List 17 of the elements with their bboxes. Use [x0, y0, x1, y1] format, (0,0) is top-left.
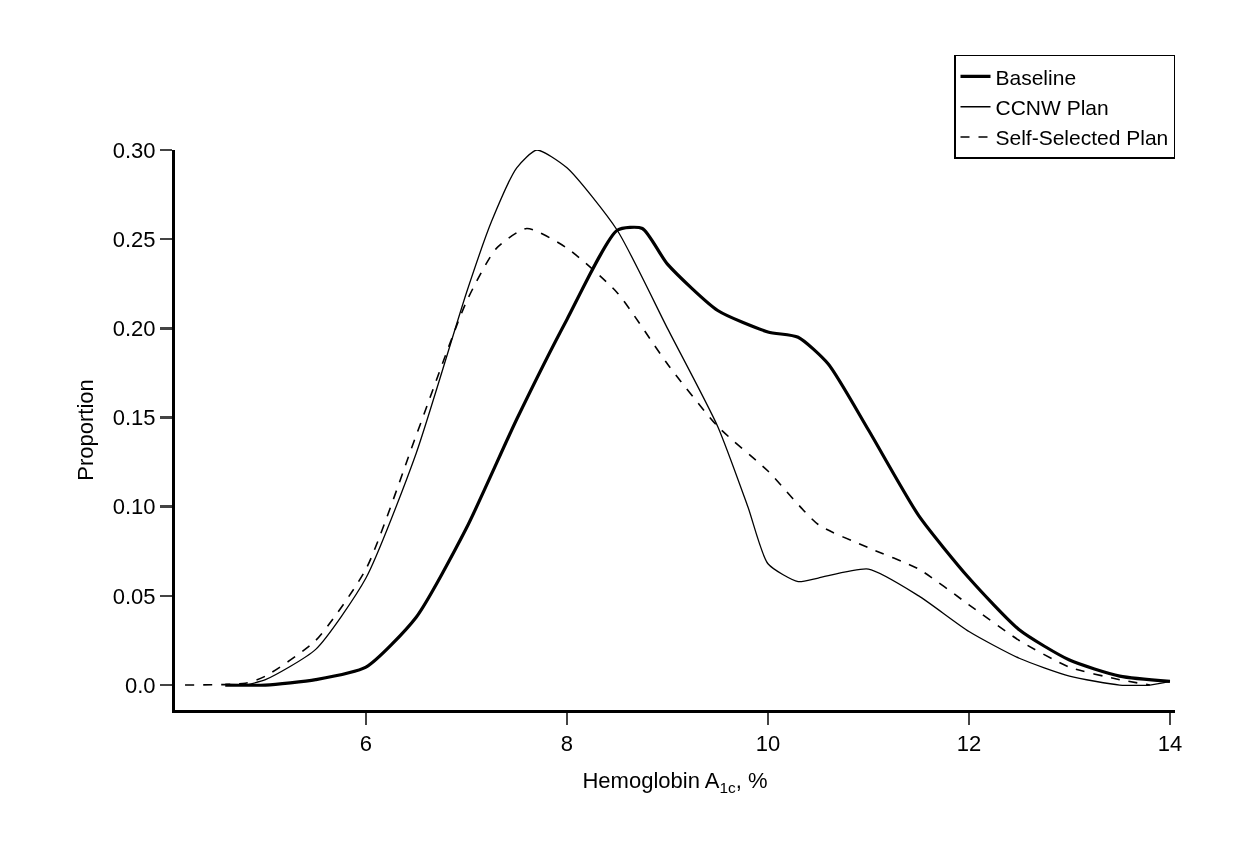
x-tick-label: 6: [359, 731, 373, 757]
x-tick-label: 14: [1157, 731, 1183, 757]
y-tick-label: 0.0: [125, 672, 156, 698]
y-tick-label: 0.20: [112, 316, 156, 342]
x-tick-label: 10: [755, 731, 781, 757]
x-tick-label: 8: [560, 731, 574, 757]
y-tick-label: 0.05: [112, 583, 156, 609]
x-axis-title: Hemoglobin A$_{1c}$, %: [582, 768, 768, 796]
legend-label: Baseline: [995, 65, 1077, 89]
y-axis-title: Proportion: [72, 379, 98, 481]
y-tick-label: 0.30: [112, 137, 156, 163]
y-tick-label: 0.10: [112, 494, 156, 520]
legend-label: CCNW Plan: [995, 95, 1109, 119]
y-tick-label: 0.15: [112, 405, 156, 431]
x-tick-label: 12: [956, 731, 982, 757]
y-tick-label: 0.25: [112, 226, 156, 252]
legend-label: Self-Selected Plan: [995, 126, 1169, 150]
